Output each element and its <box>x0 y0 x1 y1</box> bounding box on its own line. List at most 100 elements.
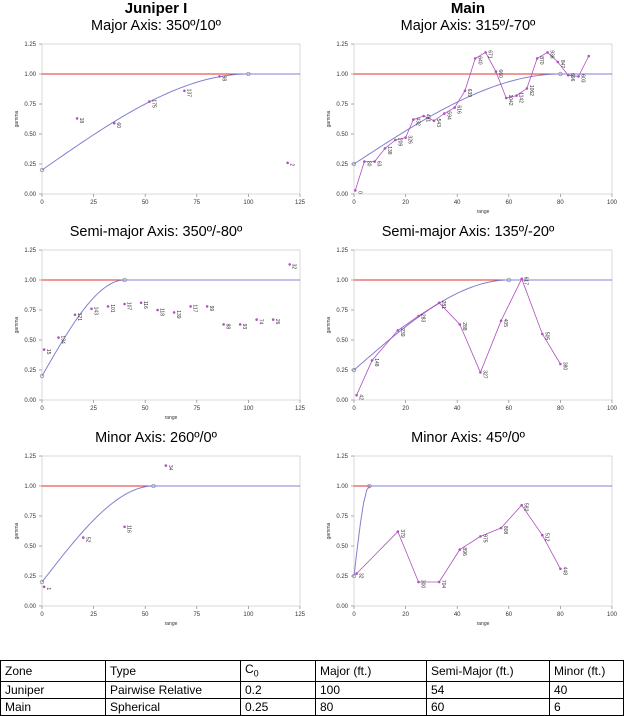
y-tick-label: 1.25 <box>24 454 36 460</box>
data-point-label: 896 <box>461 547 467 556</box>
y-tick-label: 1.00 <box>336 72 348 78</box>
data-point <box>525 87 529 90</box>
model-curve <box>41 279 300 377</box>
model-curve <box>353 279 612 371</box>
y-tick-label: 1.00 <box>24 484 36 490</box>
data-point <box>546 51 549 54</box>
data-point <box>559 567 562 571</box>
variogram-chart: 0.00 0.25 0.50 0.75 1.00 1.25 0 25 50 75 100 125 gam… <box>14 248 306 421</box>
data-point <box>106 305 110 308</box>
data-point <box>222 323 225 326</box>
data-point-label: 283 <box>420 314 426 323</box>
header-cell: Zone <box>0 659 106 683</box>
chart-title: Semi-major Axis: 350º/-80º <box>69 224 243 240</box>
x-tick-label: 100 <box>243 200 254 206</box>
x-tick-label: 60 <box>505 200 512 206</box>
data-point-label: 327 <box>481 370 487 379</box>
x-tick-label: 100 <box>607 200 618 206</box>
data-point-label: 380 <box>561 362 567 371</box>
data-point <box>139 301 143 305</box>
y-tick-label: 0.75 <box>24 308 36 314</box>
x-tick-label: 40 <box>454 612 461 618</box>
variogram-chart: 0.00 0.25 0.50 0.75 1.00 1.25 0 20 40 60 80 100 gamm… <box>326 248 618 412</box>
data-point <box>370 359 374 362</box>
table-header-row: Zone Type C0 Major (ft.) Semi-Major (ft.… <box>0 659 624 683</box>
data-point-label: 481 <box>425 114 431 123</box>
header-cell: Type <box>105 659 241 683</box>
x-tick-label: 100 <box>243 406 254 412</box>
data-point-label: 281 <box>440 301 446 310</box>
x-tick-label: 60 <box>505 612 512 618</box>
data-point-label: 505 <box>543 332 549 341</box>
x-tick-label: 25 <box>90 612 97 618</box>
plot-frame <box>41 43 301 195</box>
experimental-line <box>354 51 590 191</box>
x-tick-label: 100 <box>243 612 254 618</box>
y-tick-label: 1.25 <box>336 454 348 460</box>
y-axis-label: gamma <box>14 316 20 333</box>
data-point <box>535 57 539 60</box>
x-tick-label: 40 <box>454 406 461 412</box>
data-point-label: 512 <box>543 533 549 542</box>
range-point <box>122 277 127 283</box>
y-tick-label: 0.00 <box>336 604 348 610</box>
data-point-label: 143 <box>93 307 99 316</box>
data-point-label: 34 <box>167 465 173 471</box>
data-point <box>393 138 397 142</box>
data-point-label: 88 <box>225 324 231 330</box>
x-tick-label: 0 <box>352 406 356 412</box>
data-point-label: 138 <box>386 146 392 155</box>
data-point <box>363 160 366 163</box>
data-point-label: 639 <box>466 89 472 98</box>
model-curve <box>41 73 300 171</box>
data-point <box>504 96 508 100</box>
y-tick-label: 0.00 <box>24 604 36 610</box>
data-point <box>255 318 258 321</box>
data-point <box>42 585 46 589</box>
data-point-label: 582 <box>523 503 529 512</box>
data-point <box>541 533 544 537</box>
data-point-label: 660 <box>497 69 503 78</box>
data-point-label: 704 <box>440 580 446 589</box>
data-point-label: 63 <box>376 161 382 167</box>
y-axis-label: gamma <box>14 110 20 127</box>
data-point-label: 847 <box>559 60 565 69</box>
data-point <box>417 314 420 318</box>
y-tick-label: 1.25 <box>336 42 348 48</box>
data-point <box>355 572 358 575</box>
table-cell: 0.2 <box>240 681 316 700</box>
data-point-label: 870 <box>538 56 544 65</box>
data-point <box>396 530 400 533</box>
table-cell: Spherical <box>105 698 241 716</box>
y-tick-label: 1.25 <box>24 42 36 48</box>
data-point <box>422 114 425 118</box>
data-point-label: 42 <box>358 394 364 400</box>
data-point-label: 300 <box>420 580 426 589</box>
data-point-label: 808 <box>502 526 508 535</box>
data-point-label: 617 <box>523 277 529 286</box>
data-point-label: 118 <box>159 308 165 316</box>
y-tick-label: 0.25 <box>24 368 36 374</box>
y-tick-label: 0.00 <box>24 398 36 404</box>
header-cell: Major (ft.) <box>315 659 427 683</box>
y-tick-label: 0.00 <box>336 192 348 198</box>
data-point <box>183 89 186 93</box>
data-point <box>42 348 46 351</box>
x-tick-label: 0 <box>40 200 44 206</box>
range-point <box>558 71 563 77</box>
data-point-label: 32 <box>358 573 364 579</box>
table-cell: 0.25 <box>240 698 316 716</box>
x-tick-label: 0 <box>40 406 44 412</box>
chart-title: Major Axis: 350º/10º <box>91 18 221 34</box>
nugget-point <box>351 161 357 167</box>
x-tick-label: 0 <box>40 612 44 618</box>
data-point-label: 975 <box>481 534 487 543</box>
data-point-label: 1062 <box>528 85 534 96</box>
data-point <box>288 263 291 266</box>
y-tick-label: 1.00 <box>336 484 348 490</box>
table-cell: 54 <box>426 681 550 700</box>
nugget-point <box>39 373 45 379</box>
data-point-label: 696 <box>569 73 575 82</box>
experimental-line <box>356 277 561 396</box>
data-point <box>520 503 523 507</box>
